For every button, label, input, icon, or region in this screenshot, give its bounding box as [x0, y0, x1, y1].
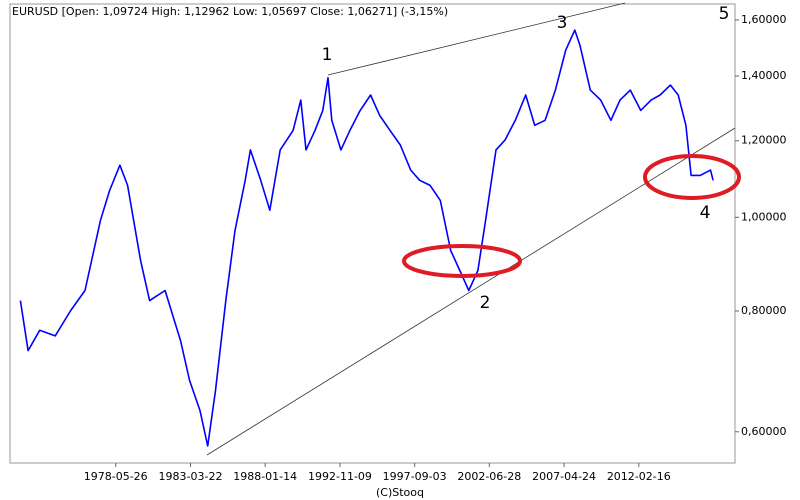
- wave-label: 5: [719, 4, 730, 24]
- x-tick-label: 1983-03-22: [159, 470, 223, 483]
- y-tick-label: 0,60000: [741, 425, 787, 438]
- y-tick-label: 0,80000: [741, 304, 787, 317]
- wave-label: 2: [480, 293, 491, 313]
- y-tick-label: 1,40000: [741, 69, 787, 82]
- highlight-ellipse: [643, 154, 741, 200]
- x-tick-label: 1992-11-09: [308, 470, 372, 483]
- chart-title: EURUSD [Open: 1,09724 High: 1,12962 Low:…: [12, 5, 448, 18]
- x-tick-label: 2007-04-24: [532, 470, 596, 483]
- wave-label: 3: [557, 13, 568, 33]
- y-tick-label: 1,00000: [741, 210, 787, 223]
- footer-credit: (C)Stooq: [376, 486, 424, 499]
- y-tick-label: 1,20000: [741, 134, 787, 147]
- plot-area: [19, 29, 714, 447]
- wave-label: 4: [700, 203, 711, 223]
- highlight-ellipse: [402, 244, 522, 278]
- price-line: [19, 29, 714, 447]
- x-tick-label: 2002-06-28: [457, 470, 521, 483]
- x-tick-label: 1988-01-14: [233, 470, 297, 483]
- trend-line-upper: [327, 2, 626, 76]
- y-tick-label: 1,60000: [741, 13, 787, 26]
- x-tick-label: 1978-05-26: [84, 470, 148, 483]
- wave-label: 1: [322, 45, 333, 65]
- x-tick-label: 1997-09-03: [383, 470, 447, 483]
- plot-frame: [9, 3, 736, 464]
- x-tick-label: 2012-02-16: [607, 470, 671, 483]
